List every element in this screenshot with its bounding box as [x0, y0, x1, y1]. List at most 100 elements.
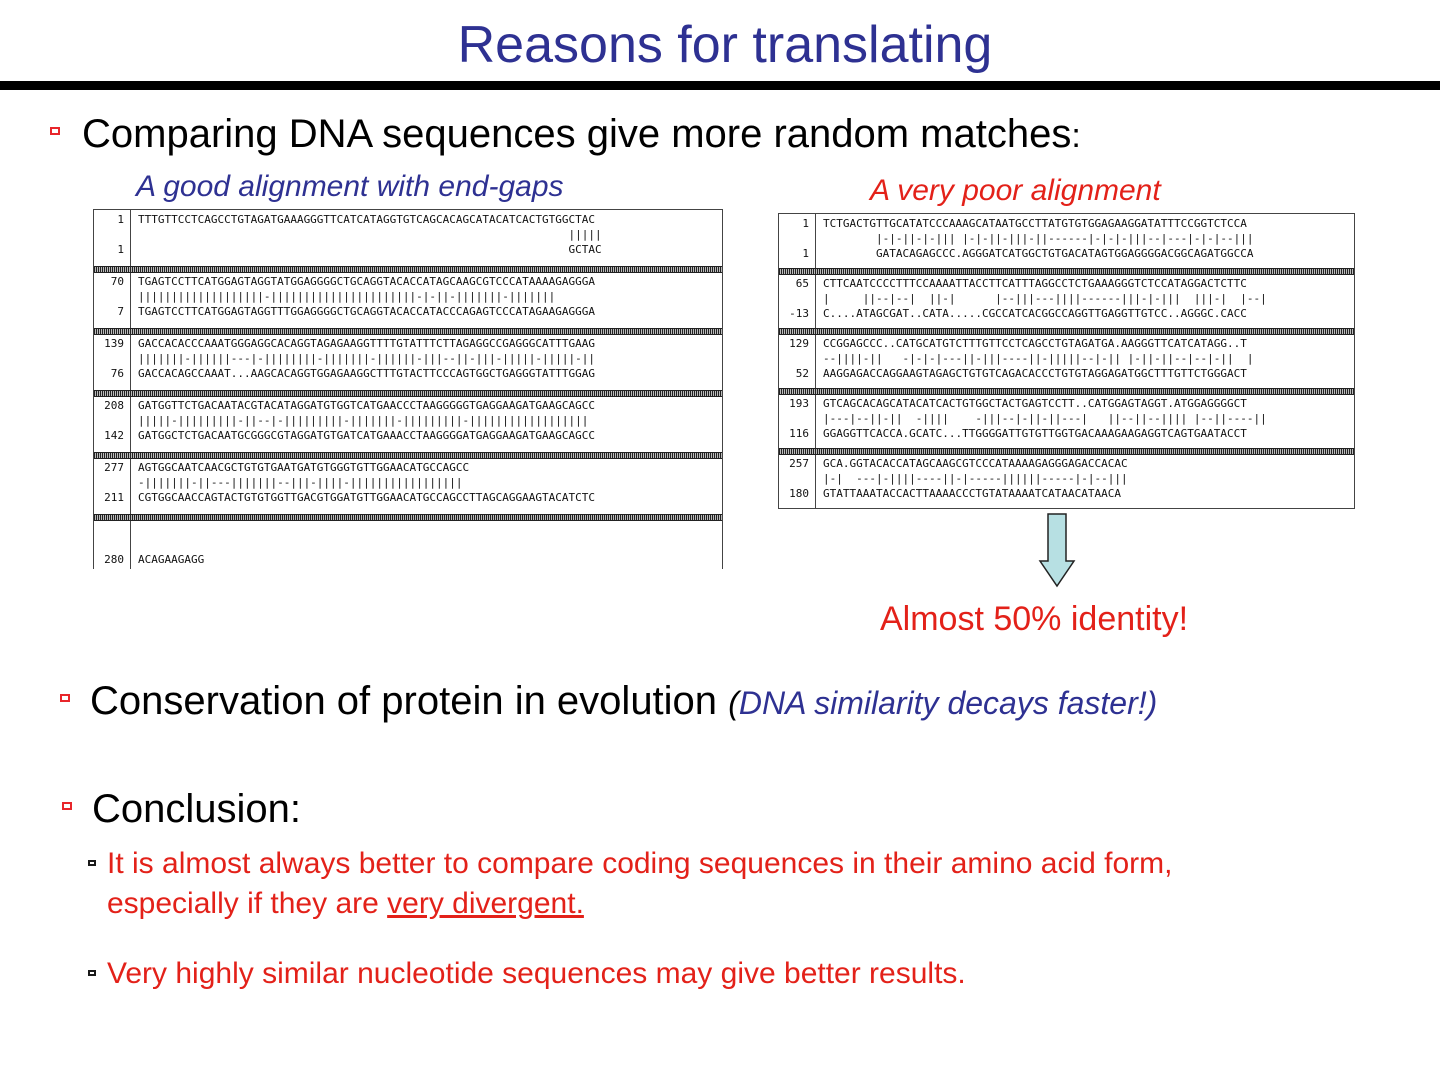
sequence-text: GCA.GGTACACCATAGCAAGCGTCCCATAAAAGAGGGAGA…	[823, 457, 1128, 470]
alignment-row: | ||--|--| ||-| |--|||---||||------|||-|…	[779, 292, 1354, 306]
alignment-row: 65 CTTCAATCCCCTTTCCAAAATTACCTTCATTTAGGCCT…	[779, 277, 1354, 291]
bullet-icon	[62, 802, 72, 810]
sequence-text: |-| ---|-||||----||-|-----||||||-----|-|…	[823, 472, 1128, 485]
block-separator	[94, 514, 722, 521]
block-separator	[94, 266, 722, 273]
sub-bullet-icon	[88, 970, 96, 976]
alignment-row: |||||	[94, 228, 722, 242]
sequence-position: 7	[117, 305, 124, 318]
alignment-block: 70 TGAGTCCTTCATGGAGTAGGTATGGAGGGGCTGCAGGT…	[94, 272, 722, 328]
block-separator	[94, 452, 722, 459]
sequence-position: 116	[789, 427, 809, 440]
sequence-text: TGAGTCCTTCATGGAGTAGGTTTGGAGGGGCTGCAGGTAC…	[138, 305, 595, 318]
block-separator	[94, 328, 722, 335]
point-comparing-dna-colon: :	[1071, 117, 1081, 155]
alignment-block: 1 TTTGTTCCTCAGCCTGTAGATGAAAGGGTTCATCATAGG…	[94, 210, 722, 266]
identity-result: Almost 50% identity!	[880, 600, 1189, 638]
sequence-text: GGAGGTTCACCA.GCATC...TTGGGGATTGTGTTGGTGA…	[823, 427, 1247, 440]
alignment-row: |-|-||-|-||| |-|-||-|||-||------|-|-|-||…	[779, 232, 1354, 246]
sequence-text: GTATTAAATACCACTTAAAACCCTGTATAAAATCATAACA…	[823, 487, 1122, 500]
sequence-text: AGTGGCAATCAACGCTGTGTGAATGATGTGGGTGTTGGAA…	[138, 461, 470, 474]
sequence-position: 193	[789, 397, 809, 410]
sequence-text: -|||||||-||---|||||||--|||-||||-||||||||…	[138, 476, 463, 489]
alignment-row: 1 TTTGTTCCTCAGCCTGTAGATGAAAGGGTTCATCATAGG…	[94, 213, 722, 227]
sequence-text: GACCACAGCCAAAT...AAGCACAGGTGGAGAAGGCTTTG…	[138, 367, 595, 380]
good-alignment-panel: 1 TTTGTTCCTCAGCCTGTAGATGAAAGGGTTCATCATAGG…	[93, 209, 723, 569]
sequence-text: TTTGTTCCTCAGCCTGTAGATGAAAGGGTTCATCATAGGT…	[138, 213, 595, 226]
alignment-block: 129 CCGGAGCCC..CATGCATGTCTTTGTTCCTCAGCCTG…	[779, 334, 1354, 388]
alignment-row: 139 GACCACACCCAAATGGGAGGCACAGGTAGAGAAGGTT…	[94, 337, 722, 351]
alignment-row: -13 C....ATAGCGAT..CATA.....CGCCATCACGGCC…	[779, 307, 1354, 321]
alignment-block: 257 GCA.GGTACACCATAGCAAGCGTCCCATAAAAGAGGG…	[779, 454, 1354, 508]
alignment-row: --||||-|| -|-|-|---||-|||----||-|||||--|…	[779, 352, 1354, 366]
point-comparing-dna: Comparing DNA sequences give more random…	[82, 111, 1081, 159]
sequence-position: 142	[104, 429, 124, 442]
alignment-row: 116 GGAGGTTCACCA.GCATC...TTGGGGATTGTGTTGG…	[779, 427, 1354, 441]
alignment-block: 208 GATGGTTCTGACAATACGTACATAGGATGTGGTCATG…	[94, 396, 722, 452]
sequence-position: 180	[789, 487, 809, 500]
sequence-text: GATGGCTCTGACAATGCGGGCGTAGGATGTGATCATGAAA…	[138, 429, 595, 442]
conclusion-item-1-line2-text: especially if they are	[107, 887, 388, 920]
alignment-row: 280 ACAGAAGAGG	[94, 553, 722, 567]
sequence-text: |-|-||-|-||| |-|-||-|||-||------|-|-|-||…	[823, 232, 1254, 245]
alignment-row: 257 GCA.GGTACACCATAGCAAGCGTCCCATAAAAGAGGG…	[779, 457, 1354, 471]
sequence-text: GACCACACCCAAATGGGAGGCACAGGTAGAGAAGGTTTTG…	[138, 337, 595, 350]
sequence-position: 1	[117, 243, 124, 256]
point-conservation: Conservation of protein in evolution (DN…	[90, 678, 1157, 726]
conclusion-item-1: It is almost always better to compare co…	[107, 844, 1427, 924]
alignment-row: |---|--||-|| -|||| -|||--|-||-||---| ||-…	[779, 412, 1354, 426]
poor-alignment-panel: 1 TCTGACTGTTGCATATCCCAAAGCATAATGCCTTATGTG…	[778, 213, 1355, 509]
alignment-block: 139 GACCACACCCAAATGGGAGGCACAGGTAGAGAAGGTT…	[94, 334, 722, 390]
alignment-block: 193 GTCAGCACAGCATACATCACTGTGGCTACTGAGTCCT…	[779, 394, 1354, 448]
position-column	[779, 214, 816, 508]
sequence-position: 211	[104, 491, 124, 504]
position-column	[94, 210, 131, 569]
sequence-text: |||||-|||||||||-||--|-|||||||||-|||||||-…	[138, 414, 589, 427]
sequence-text: TCTGACTGTTGCATATCCCAAAGCATAATGCCTTATGTGT…	[823, 217, 1247, 230]
alignment-row: 193 GTCAGCACAGCATACATCACTGTGGCTACTGAGTCCT…	[779, 397, 1354, 411]
sequence-position: 70	[110, 275, 124, 288]
title-divider	[0, 81, 1440, 90]
sequence-text: CGTGGCAACCAGTACTGTGTGGTTGACGTGGATGTTGGAA…	[138, 491, 595, 504]
good-alignment-caption: A good alignment with end-gaps	[136, 170, 564, 203]
sequence-text: --||||-|| -|-|-|---||-|||----||-|||||--|…	[823, 352, 1254, 365]
sequence-text: |||||||-||||||---|-||||||||-|||||||-||||…	[138, 352, 595, 365]
sequence-text: CCGGAGCCC..CATGCATGTCTTTGTTCCTCAGCCTGTAG…	[823, 337, 1247, 350]
alignment-row: 7 TGAGTCCTTCATGGAGTAGGTTTGGAGGGGCTGCAGGTA…	[94, 305, 722, 319]
sequence-text: GTCAGCACAGCATACATCACTGTGGCTACTGAGTCCTT..…	[823, 397, 1247, 410]
alignment-row: -|||||||-||---|||||||--|||-||||-||||||||…	[94, 476, 722, 490]
sequence-text: AAGGAGACCAGGAAGTAGAGCTGTGTCAGACACCCTGTGT…	[823, 367, 1247, 380]
block-separator	[94, 390, 722, 397]
conclusion-item-1-line1: It is almost always better to compare co…	[107, 847, 1173, 880]
sequence-position: 208	[104, 399, 124, 412]
sequence-position: 76	[110, 367, 124, 380]
bullet-icon	[50, 127, 60, 135]
sequence-text: |||||||||||||||||||-||||||||||||||||||||…	[138, 290, 556, 303]
sequence-position: -13	[789, 307, 809, 320]
point-comparing-dna-text: Comparing DNA sequences give more random…	[82, 112, 1072, 156]
conclusion-item-1-line2: especially if they are very divergent.	[107, 884, 1427, 924]
alignment-row: 1 TCTGACTGTTGCATATCCCAAAGCATAATGCCTTATGTG…	[779, 217, 1354, 231]
sequence-position: 277	[104, 461, 124, 474]
sequence-position: 257	[789, 457, 809, 470]
sequence-text: TGAGTCCTTCATGGAGTAGGTATGGAGGGGCTGCAGGTAC…	[138, 275, 595, 288]
sequence-text: GCTAC	[138, 243, 602, 256]
bullet-icon	[60, 694, 70, 702]
alignment-row: 76 GACCACAGCCAAAT...AAGCACAGGTGGAGAAGGCTT…	[94, 367, 722, 381]
sequence-text: | ||--|--| ||-| |--|||---||||------|||-|…	[823, 292, 1267, 305]
alignment-row: 70 TGAGTCCTTCATGGAGTAGGTATGGAGGGGCTGCAGGT…	[94, 275, 722, 289]
alignment-row	[94, 523, 722, 537]
alignment-row: 1 GATACAGAGCCC.AGGGATCATGGCTGTGACATAGTGG…	[779, 247, 1354, 261]
alignment-block: 65 CTTCAATCCCCTTTCCAAAATTACCTTCATTTAGGCCT…	[779, 274, 1354, 328]
point-conservation-aside: DNA similarity decays faster!)	[738, 685, 1158, 721]
sequence-text: CTTCAATCCCCTTTCCAAAATTACCTTCATTTAGGCCTCT…	[823, 277, 1247, 290]
block-separator	[779, 388, 1354, 395]
sequence-position: 1	[117, 213, 124, 226]
alignment-block: 277 AGTGGCAATCAACGCTGTGTGAATGATGTGGGTGTTG…	[94, 458, 722, 514]
sequence-text: GATGGTTCTGACAATACGTACATAGGATGTGGTCATGAAC…	[138, 399, 595, 412]
block-separator	[779, 268, 1354, 275]
alignment-row: 208 GATGGTTCTGACAATACGTACATAGGATGTGGTCATG…	[94, 399, 722, 413]
sequence-position: 65	[795, 277, 809, 290]
alignment-row: |||||-|||||||||-||--|-|||||||||-|||||||-…	[94, 414, 722, 428]
alignment-row: 277 AGTGGCAATCAACGCTGTGTGAATGATGTGGGTGTTG…	[94, 461, 722, 475]
